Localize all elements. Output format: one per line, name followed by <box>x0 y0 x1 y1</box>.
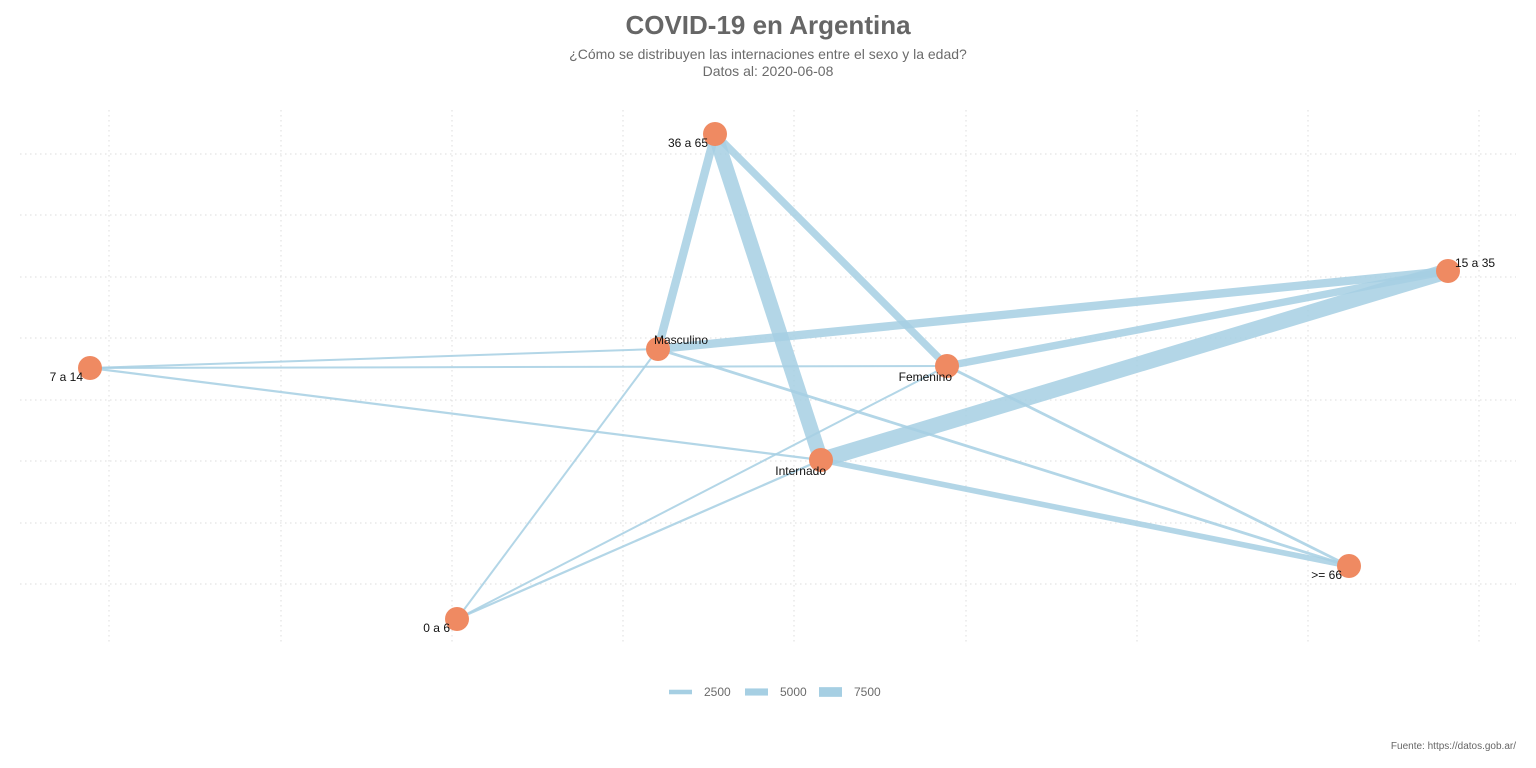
chart-title: COVID-19 en Argentina <box>625 10 911 40</box>
node-label: 0 a 6 <box>423 621 450 635</box>
edge--66-Masculino <box>657 347 1350 568</box>
edge-7-a-14-Femenino <box>89 365 948 369</box>
legend-key <box>669 689 692 695</box>
edge-7-a-14-Masculino <box>89 348 659 369</box>
legend-label: 5000 <box>780 685 807 699</box>
source-caption: Fuente: https://datos.gob.ar/ <box>1390 741 1516 752</box>
edge-15-a-35-Masculino <box>657 266 1449 354</box>
subtitle-question: ¿Cómo se distribuyen las internaciones e… <box>569 46 967 62</box>
legend-key <box>819 687 842 697</box>
node-15-a-35 <box>1436 259 1460 283</box>
legend-key <box>745 688 768 696</box>
node-label: 36 a 65 <box>668 136 708 150</box>
node-Internado <box>809 448 833 472</box>
edge--66-Femenino <box>946 364 1350 568</box>
node-label: 15 a 35 <box>1455 256 1495 270</box>
node-label: >= 66 <box>1311 568 1342 582</box>
legend-label: 2500 <box>704 685 731 699</box>
edge-15-a-35-Internado <box>818 263 1451 468</box>
node-label: Internado <box>775 464 826 478</box>
chart-subtitle: ¿Cómo se distribuyen las internaciones e… <box>0 46 1536 80</box>
edge-36-a-65-Internado <box>707 131 829 463</box>
edge-0-a-6-Masculino <box>456 348 659 620</box>
legend: 2500 5000 7500 <box>669 685 881 699</box>
node-Masculino <box>646 337 670 361</box>
legend-label: 7500 <box>854 685 881 699</box>
node-label: 7 a 14 <box>50 370 84 384</box>
node-36-a-65 <box>703 122 727 146</box>
node-label: Masculino <box>654 333 708 347</box>
edge-7-a-14-Internado <box>89 366 822 462</box>
node-layer <box>78 122 1460 631</box>
subtitle-date: Datos al: 2020-06-08 <box>702 63 834 79</box>
edge-0-a-6-Femenino <box>456 365 948 620</box>
label-layer: 36 a 65 15 a 35 Masculino 7 a 14 Femenino Int… <box>50 136 1496 635</box>
node-66 <box>1337 554 1361 578</box>
edge-layer <box>89 131 1451 621</box>
edge-0-a-6-Internado <box>456 458 822 621</box>
node-label: Femenino <box>899 370 953 384</box>
edge-36-a-65-Masculino <box>653 132 720 351</box>
edge--66-Internado <box>820 457 1350 569</box>
node-Femenino <box>935 354 959 378</box>
edge-15-a-35-Femenino <box>946 267 1449 370</box>
node-0-a-6 <box>445 607 469 631</box>
node-7-a-14 <box>78 356 102 380</box>
